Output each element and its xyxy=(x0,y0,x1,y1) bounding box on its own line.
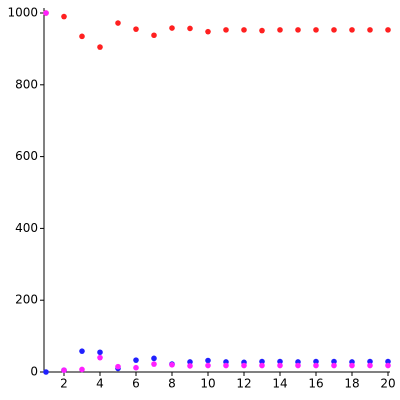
y-tick-label: 800 xyxy=(15,77,38,91)
point xyxy=(277,27,283,33)
x-tick-label: 14 xyxy=(272,377,287,391)
y-tick-label: 1000 xyxy=(7,6,38,20)
point xyxy=(349,362,355,369)
point xyxy=(259,358,265,365)
x-tick-label: 6 xyxy=(132,377,140,391)
point xyxy=(223,362,229,369)
point xyxy=(115,363,121,370)
point xyxy=(295,362,301,369)
point xyxy=(151,361,157,367)
point xyxy=(61,13,67,20)
point xyxy=(79,348,85,354)
x-tick-label: 16 xyxy=(308,377,323,391)
point xyxy=(223,27,229,33)
y-tick-label: 600 xyxy=(15,149,38,163)
x-tick-label: 10 xyxy=(200,377,215,391)
x-tick-label: 18 xyxy=(344,377,359,391)
point xyxy=(79,33,85,40)
point xyxy=(259,27,265,34)
point xyxy=(79,366,85,373)
point xyxy=(61,367,67,374)
point xyxy=(205,362,211,369)
point xyxy=(43,369,49,375)
x-tick-label: 2 xyxy=(60,377,68,391)
point xyxy=(313,358,319,365)
point xyxy=(331,362,337,369)
point xyxy=(259,362,265,369)
x-tick-label: 12 xyxy=(236,377,251,391)
point xyxy=(331,358,337,365)
point xyxy=(133,357,139,363)
point xyxy=(295,27,301,33)
y-tick-label: 200 xyxy=(15,293,38,307)
point xyxy=(205,357,211,364)
point xyxy=(115,20,121,26)
point xyxy=(169,362,175,368)
point xyxy=(367,27,373,33)
point xyxy=(277,358,283,365)
x-tick-label: 20 xyxy=(380,377,395,391)
point xyxy=(385,358,391,365)
point xyxy=(331,27,337,33)
point xyxy=(187,359,193,365)
point xyxy=(241,27,247,33)
point xyxy=(151,32,157,39)
point xyxy=(385,362,391,369)
y-tick-label: 400 xyxy=(15,221,38,235)
point xyxy=(187,363,193,369)
point xyxy=(169,25,175,31)
y-tick-label: 0 xyxy=(30,365,38,379)
point xyxy=(313,27,319,33)
point xyxy=(151,355,157,362)
point xyxy=(205,28,211,35)
point xyxy=(313,362,319,369)
point xyxy=(97,349,103,356)
point xyxy=(187,25,193,32)
point xyxy=(133,26,139,32)
point xyxy=(97,44,103,50)
point xyxy=(367,358,373,365)
x-tick-label: 8 xyxy=(168,377,176,391)
point xyxy=(349,27,355,33)
point xyxy=(241,362,247,369)
point xyxy=(133,364,139,371)
point xyxy=(367,362,373,369)
point xyxy=(385,27,391,33)
point xyxy=(97,354,103,361)
point xyxy=(43,10,49,16)
x-tick-label: 4 xyxy=(96,377,104,391)
point xyxy=(277,362,283,369)
